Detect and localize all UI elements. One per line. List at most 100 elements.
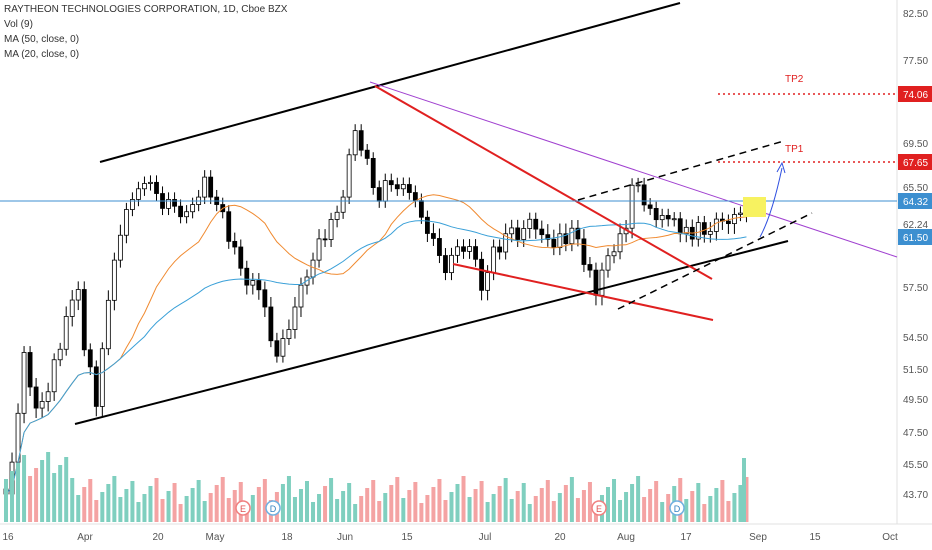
candle-body [280, 338, 286, 357]
volume-bar [112, 476, 117, 522]
volume-bar [335, 499, 340, 522]
event-marker [235, 500, 251, 516]
volume-bar [654, 481, 659, 522]
candle-body [461, 246, 466, 252]
volume-bar [485, 502, 490, 522]
volume-bar [347, 483, 352, 522]
candle-body [184, 211, 190, 218]
volume-bar [744, 477, 749, 522]
x-tick-label: 20 [152, 532, 164, 543]
candle-body [328, 219, 334, 240]
volume-bar [70, 478, 75, 522]
candle-body [352, 130, 358, 156]
candle-body [533, 218, 539, 230]
event-marker-label: E [596, 504, 602, 514]
y-tick-label: 45.50 [903, 460, 928, 471]
volume-bar [190, 488, 195, 522]
volume-bar [4, 479, 8, 522]
candle-body [449, 254, 454, 274]
candle-body [713, 218, 719, 232]
candle-body [437, 238, 442, 256]
volume-bar [28, 476, 33, 522]
candle-body [166, 199, 171, 209]
event-marker-label: D [270, 504, 277, 514]
volume-bar [232, 490, 237, 522]
volume-bar [142, 494, 147, 522]
volume-bar [575, 498, 580, 522]
candle-body [479, 258, 484, 291]
volume-bar [341, 491, 346, 522]
candle-body [539, 228, 545, 236]
candle-body [647, 204, 653, 209]
candle-body [400, 184, 406, 190]
candle-body [99, 348, 105, 407]
candle-body [256, 280, 262, 291]
price-marker [898, 193, 932, 209]
volume-bar [118, 497, 123, 522]
volume-bar [76, 495, 81, 522]
volume-bars [4, 452, 749, 522]
volume-bar [509, 499, 514, 522]
candle-body [581, 238, 587, 265]
x-tick-label: Aug [617, 532, 635, 543]
volume-bar [106, 484, 111, 522]
candle-body [298, 284, 304, 308]
volume-bar [220, 477, 225, 522]
resistance-line [369, 81, 898, 258]
candle-body [130, 199, 135, 210]
projection-arrow [759, 167, 783, 238]
volume-bar [250, 495, 255, 522]
candle-body [677, 218, 683, 235]
y-tick-label: 77.50 [903, 56, 928, 67]
volume-bar [726, 501, 731, 522]
event-marker-label: E [240, 504, 246, 514]
legend-vol: Vol (9) [4, 19, 33, 30]
candle-body [21, 352, 27, 414]
volume-bar [449, 492, 454, 522]
volume-bar [329, 478, 334, 522]
event-marker [591, 500, 607, 516]
volume-bar [226, 498, 231, 522]
candle-body [286, 329, 292, 340]
volume-bar [407, 490, 412, 522]
volume-bar [16, 463, 21, 522]
ma20-line [5, 194, 747, 495]
y-tick-label: 49.50 [903, 395, 928, 406]
candle-body [629, 184, 635, 229]
falling-wedge-bottom [452, 263, 714, 321]
volume-bar [684, 499, 689, 522]
lower-channel-line [74, 240, 789, 425]
x-tick-label: Apr [77, 532, 93, 543]
candle-body [527, 218, 533, 229]
candle-body [587, 264, 593, 271]
price-marker [898, 229, 932, 245]
volume-bar [708, 496, 713, 522]
volume-bar [40, 460, 45, 522]
x-tick-label: Jun [337, 532, 353, 543]
falling-wedge-top [374, 85, 713, 280]
volume-bar [738, 485, 743, 522]
candle-body [659, 215, 665, 221]
legend: RAYTHEON TECHNOLOGIES CORPORATION, 1D, C… [4, 2, 287, 62]
candle-body [111, 259, 117, 301]
price-marker-label: 74.06 [903, 90, 928, 101]
volume-bar [359, 496, 364, 522]
volume-bar [419, 503, 424, 522]
volume-bar [618, 500, 623, 522]
upper-channel-line [99, 2, 681, 163]
candle-body [455, 246, 460, 256]
volume-bar [401, 498, 406, 522]
legend-ma20: MA (20, close, 0) [4, 49, 80, 60]
candles [3, 124, 749, 495]
volume-bar [34, 468, 39, 522]
volume-bar [563, 485, 568, 522]
volume-bar [714, 488, 719, 522]
volume-bar [606, 487, 610, 522]
volume-bar [262, 479, 267, 522]
volume-bar [690, 491, 695, 522]
candle-body [467, 246, 472, 252]
volume-bar [455, 484, 460, 522]
volume-bar [317, 494, 322, 522]
